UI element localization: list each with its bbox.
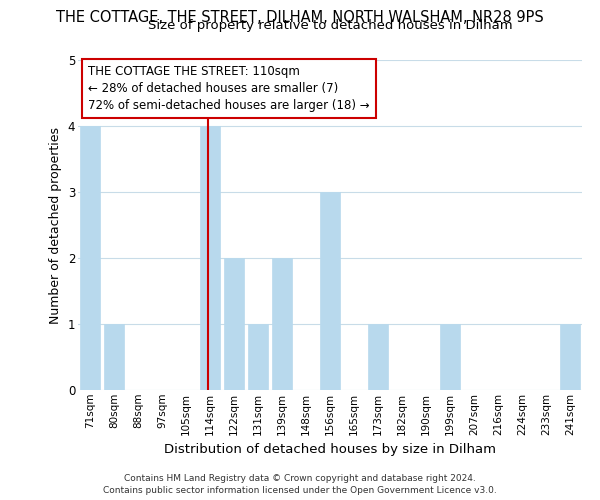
Bar (440, 324, 460, 390)
Bar (104, 324, 124, 390)
Bar (224, 258, 244, 390)
X-axis label: Distribution of detached houses by size in Dilham: Distribution of detached houses by size … (164, 443, 496, 456)
Title: Size of property relative to detached houses in Dilham: Size of property relative to detached ho… (148, 20, 512, 32)
Bar (368, 324, 388, 390)
Bar (80, 126, 100, 390)
Text: THE COTTAGE THE STREET: 110sqm
← 28% of detached houses are smaller (7)
72% of s: THE COTTAGE THE STREET: 110sqm ← 28% of … (88, 65, 370, 112)
Bar (248, 324, 268, 390)
Bar (320, 192, 340, 390)
Bar (200, 126, 220, 390)
Bar (272, 258, 292, 390)
Y-axis label: Number of detached properties: Number of detached properties (49, 126, 62, 324)
Bar (560, 324, 580, 390)
Text: THE COTTAGE, THE STREET, DILHAM, NORTH WALSHAM, NR28 9PS: THE COTTAGE, THE STREET, DILHAM, NORTH W… (56, 10, 544, 25)
Text: Contains HM Land Registry data © Crown copyright and database right 2024.
Contai: Contains HM Land Registry data © Crown c… (103, 474, 497, 495)
